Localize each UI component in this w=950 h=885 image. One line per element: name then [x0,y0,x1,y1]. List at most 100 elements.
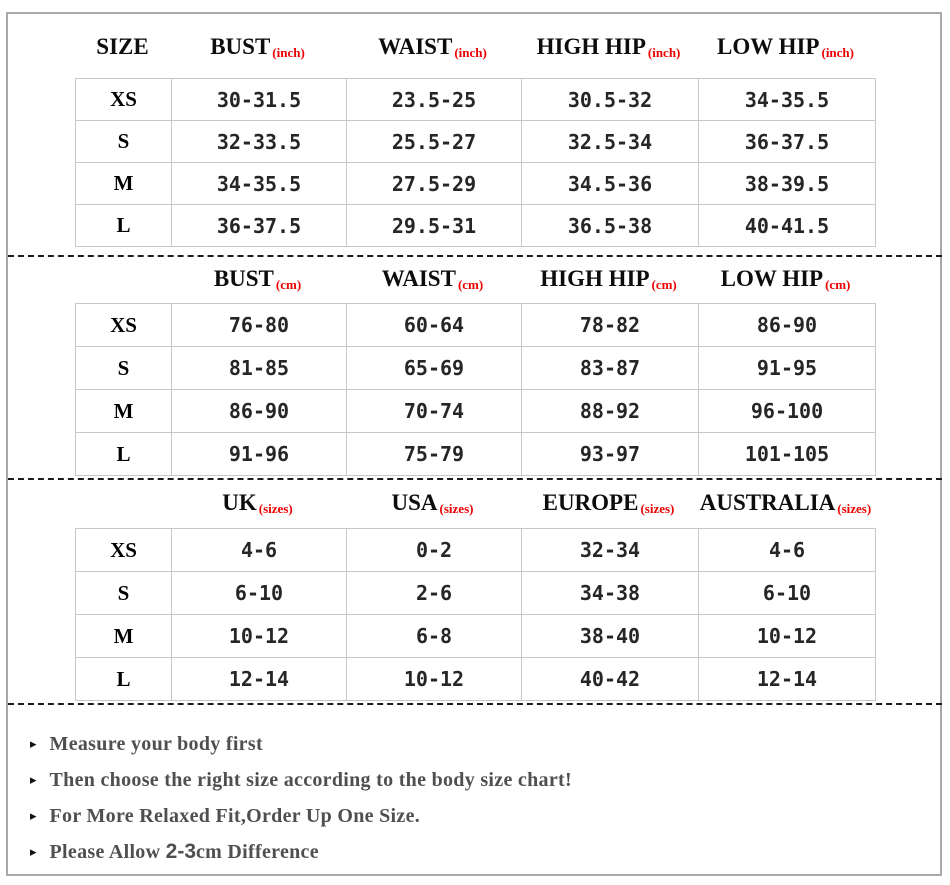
table-row: S 6-10 2-6 34-38 6-10 [76,571,875,614]
unit-label: (inch) [454,45,487,60]
value-cell: 12-14 [171,658,346,700]
column-header-bust: BUST (cm) [170,257,345,301]
triangle-bullet-icon: ▸ [30,808,37,824]
value-cell: 38-39.5 [698,163,875,204]
column-label: AUSTRALIA [699,490,836,515]
column-label: UK [222,490,257,515]
column-header-low-hip: LOW HIP (inch) [697,25,874,69]
value-cell: 2-6 [346,572,521,614]
table-row: S 32-33.5 25.5-27 32.5-34 36-37.5 [76,120,875,162]
value-cell: 75-79 [346,433,521,475]
value-cell: 4-6 [171,529,346,571]
unit-label: (cm) [275,277,302,292]
value-cell: 36-37.5 [698,121,875,162]
size-cell: M [113,171,134,195]
column-header-usa: USA (sizes) [345,481,520,525]
size-cell: XS [110,312,137,337]
unit-label: (sizes) [640,501,675,516]
value-cell: 101-105 [698,433,875,475]
value-cell: 65-69 [346,347,521,389]
column-header-size: SIZE [75,25,170,69]
section-divider [8,255,942,257]
value-cell: 83-87 [521,347,698,389]
page-frame [6,12,942,876]
value-cell: 78-82 [521,304,698,346]
table-row: L 36-37.5 29.5-31 36.5-38 40-41.5 [76,204,875,246]
value-cell: 40-41.5 [698,205,875,246]
value-cell: 93-97 [521,433,698,475]
column-header-australia: AUSTRALIA (sizes) [697,481,874,525]
column-label: LOW HIP [720,266,824,291]
value-cell: 6-8 [346,615,521,657]
column-label: WAIST [378,34,453,59]
unit-label: (cm) [651,277,677,292]
section-divider [8,478,942,480]
note-item: ▸ Measure your body first [30,726,920,762]
section-divider [8,703,942,705]
value-cell: 86-90 [171,390,346,432]
value-cell: 36-37.5 [171,205,346,246]
column-header-europe: EUROPE (sizes) [520,481,697,525]
column-header-waist: WAIST (inch) [345,25,520,69]
size-cell: L [116,213,131,237]
note-text: For More Relaxed Fit,Order Up One Size. [49,804,421,827]
value-cell: 60-64 [346,304,521,346]
column-label: LOW HIP [717,34,820,59]
size-cell: M [113,623,134,648]
triangle-bullet-icon: ▸ [30,844,37,860]
column-header-high-hip: HIGH HIP (inch) [520,25,697,69]
size-cell: L [116,441,131,466]
column-label: HIGH HIP [536,34,646,59]
unit-label: (inch) [272,45,305,60]
column-header-bust: BUST (inch) [170,25,345,69]
size-table-inch: XS 30-31.5 23.5-25 30.5-32 34-35.5 S 32-… [75,78,876,247]
column-label: USA [391,490,438,515]
size-cell: XS [110,537,137,562]
value-cell: 12-14 [698,658,875,700]
note-item: ▸ Please Allow 2-3 cm Difference [30,834,920,870]
value-cell: 32-33.5 [171,121,346,162]
note-highlight: 2-3 [165,840,196,863]
table-row: M 34-35.5 27.5-29 34.5-36 38-39.5 [76,162,875,204]
size-cell: S [117,129,130,153]
triangle-bullet-icon: ▸ [30,772,37,788]
value-cell: 38-40 [521,615,698,657]
header-row-cm: BUST (cm) WAIST (cm) HIGH HIP (cm) LOW H… [75,257,874,301]
table-row: M 10-12 6-8 38-40 10-12 [76,614,875,657]
value-cell: 34.5-36 [521,163,698,204]
column-header-waist: WAIST (cm) [345,257,520,301]
unit-label: (inch) [647,45,681,60]
column-header-empty [75,481,170,525]
value-cell: 4-6 [698,529,875,571]
value-cell: 36.5-38 [521,205,698,246]
value-cell: 32.5-34 [521,121,698,162]
value-cell: 32-34 [521,529,698,571]
value-cell: 30.5-32 [521,79,698,120]
column-label: HIGH HIP [540,266,650,291]
value-cell: 96-100 [698,390,875,432]
value-cell: 10-12 [698,615,875,657]
note-text: cm Difference [196,840,319,863]
unit-label: (cm) [457,277,484,292]
value-cell: 34-35.5 [171,163,346,204]
header-row-inch: SIZE BUST (inch) WAIST (inch) HIGH HIP (… [75,25,874,69]
value-cell: 91-95 [698,347,875,389]
note-text: Then choose the right size according to … [49,768,572,791]
column-label: BUST [210,34,271,59]
table-row: L 91-96 75-79 93-97 101-105 [76,432,875,475]
value-cell: 76-80 [171,304,346,346]
value-cell: 91-96 [171,433,346,475]
note-text: Please Allow [49,840,166,863]
value-cell: 10-12 [346,658,521,700]
size-cell: L [116,666,131,691]
table-row: XS 76-80 60-64 78-82 86-90 [76,304,875,346]
triangle-bullet-icon: ▸ [30,736,37,752]
column-header-empty [75,257,170,301]
column-label: EUROPE [542,490,639,515]
value-cell: 25.5-27 [346,121,521,162]
note-item: ▸ Then choose the right size according t… [30,762,920,798]
table-row: XS 30-31.5 23.5-25 30.5-32 34-35.5 [76,79,875,120]
column-header-low-hip: LOW HIP (cm) [697,257,874,301]
column-label: WAIST [381,266,456,291]
table-row: XS 4-6 0-2 32-34 4-6 [76,529,875,571]
